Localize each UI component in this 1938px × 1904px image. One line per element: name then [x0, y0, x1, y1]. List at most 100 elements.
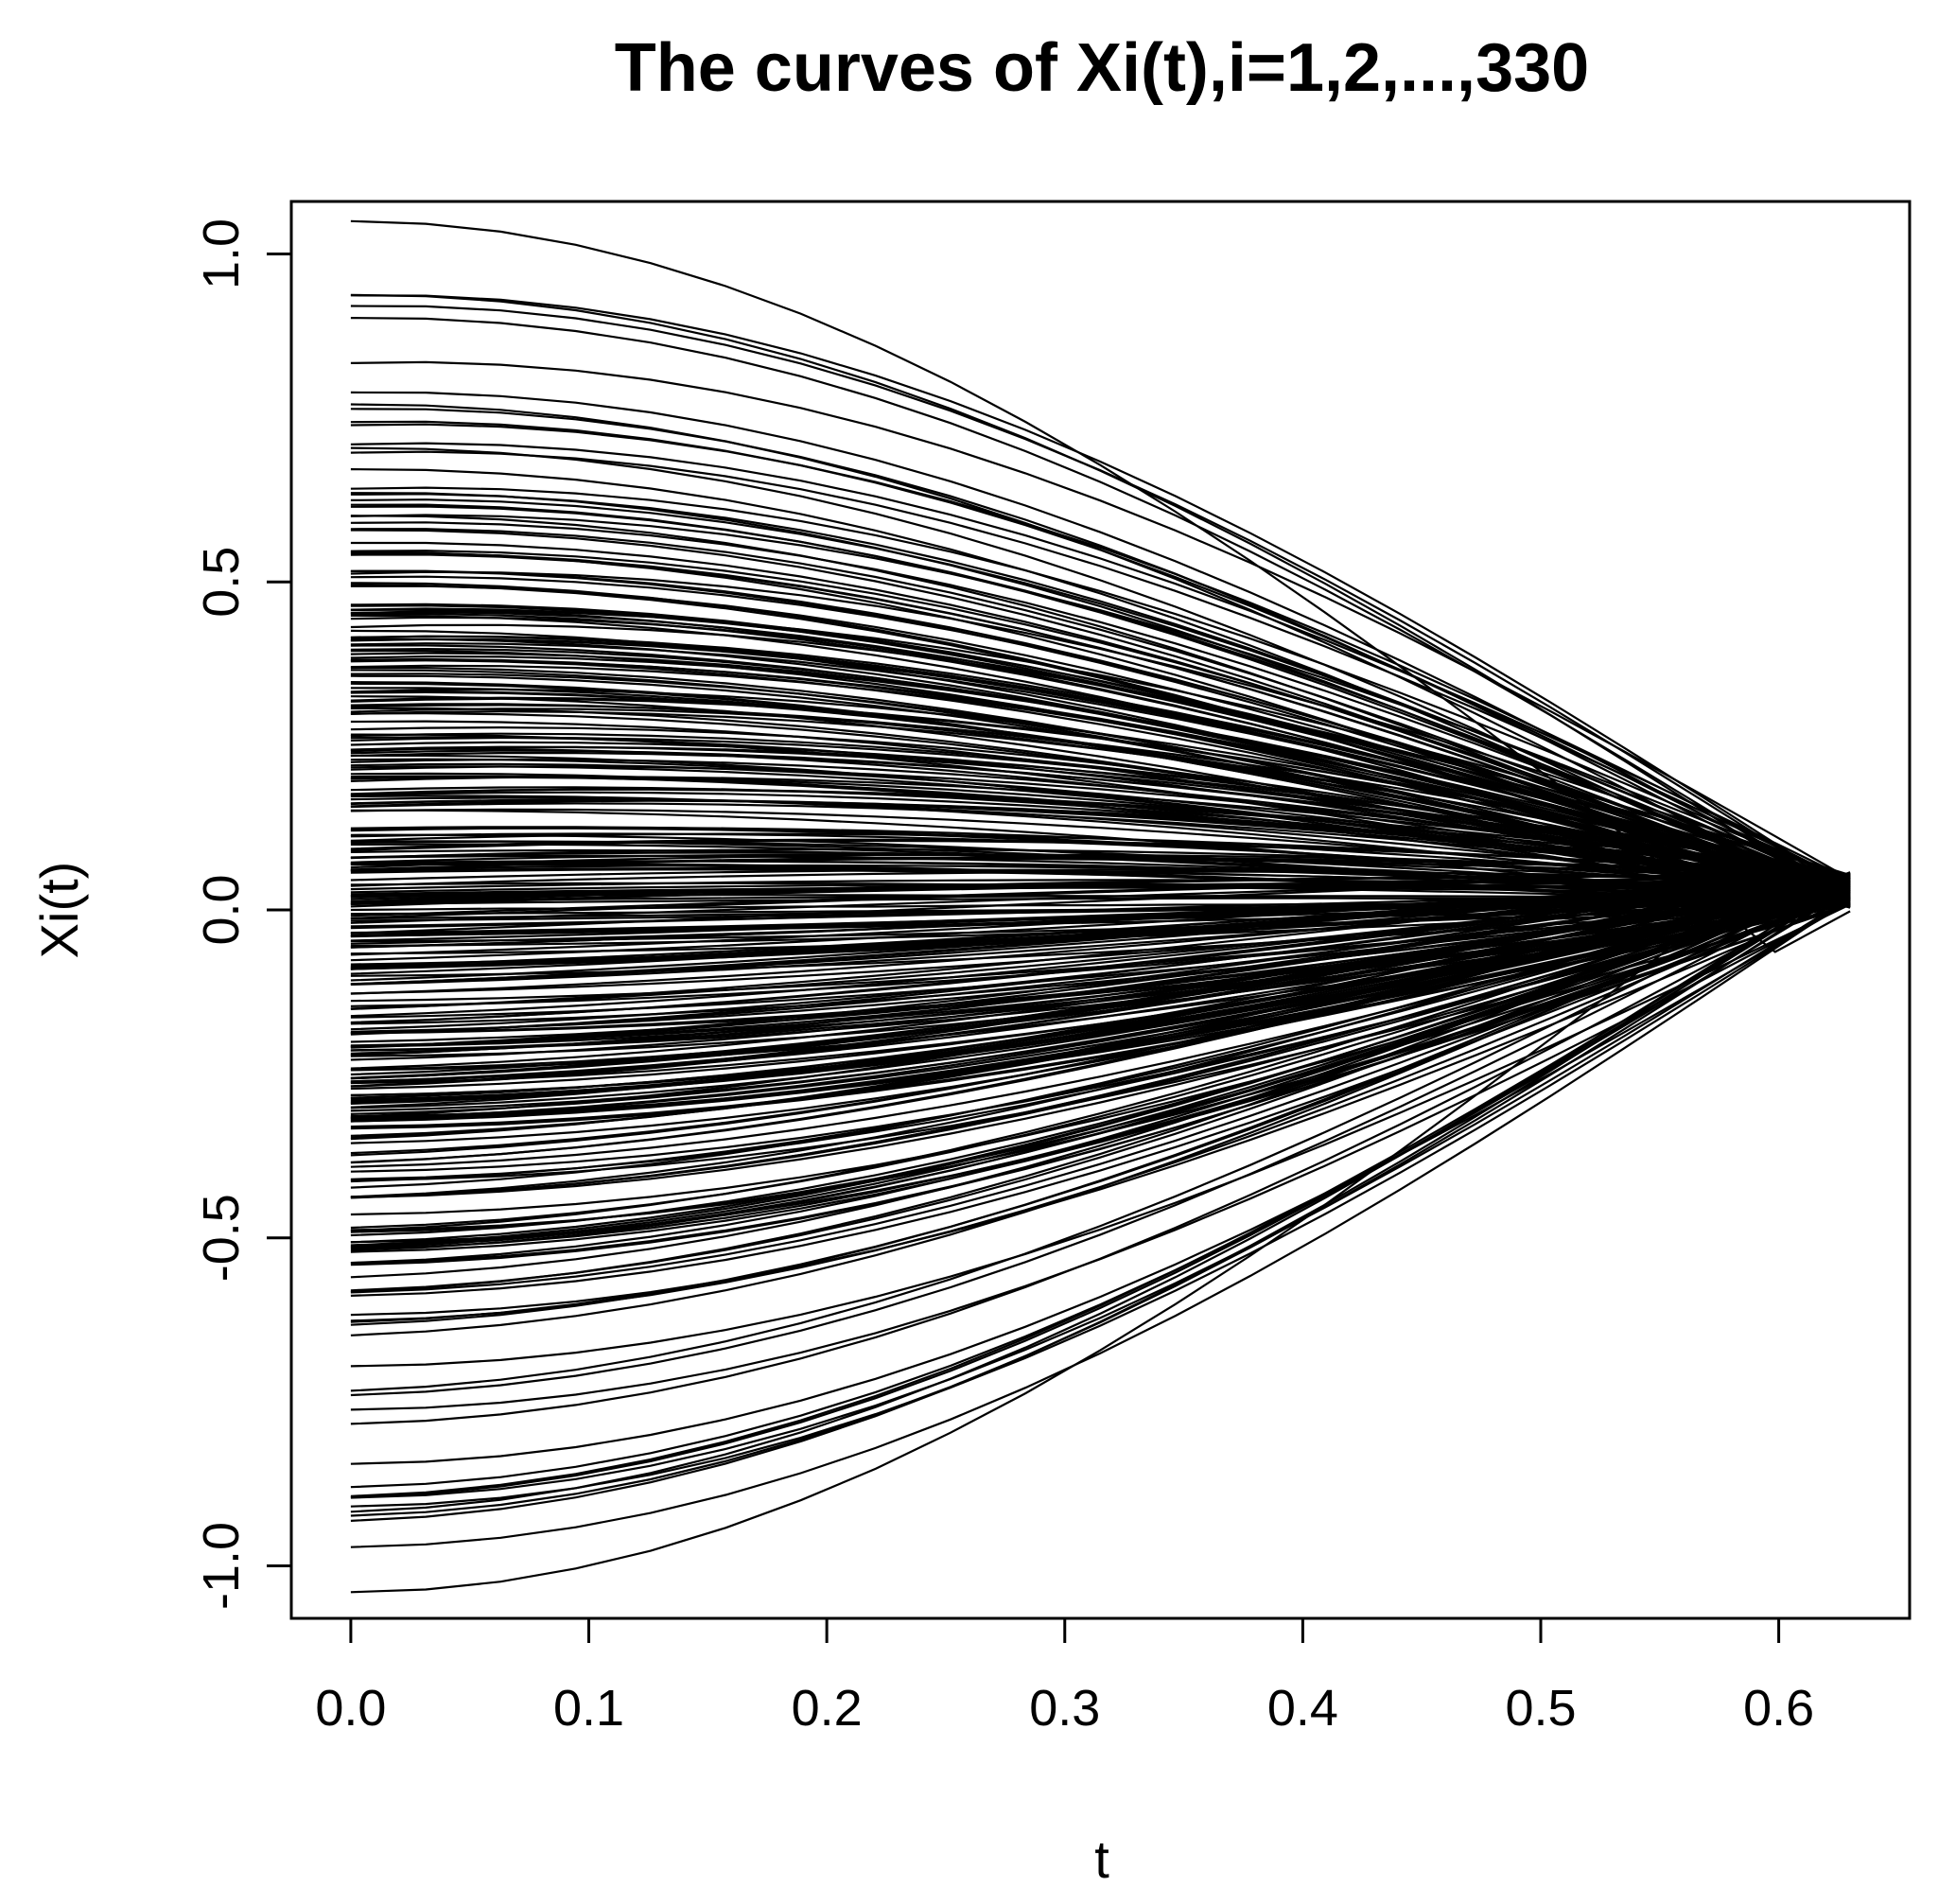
curve-line	[350, 890, 1851, 938]
curve-line	[350, 872, 1851, 1164]
curve-line	[350, 899, 1851, 1216]
curve-line	[350, 890, 1851, 930]
curve-line	[350, 894, 1851, 1253]
x-axis: 0.0 0.1 0.2 0.3 0.4 0.5 0.6	[315, 1616, 1814, 1737]
curve-line	[350, 868, 1851, 884]
curve-line	[350, 902, 1851, 1035]
curve-line	[350, 695, 1851, 909]
y-tick-label: 0.0	[193, 874, 250, 945]
curve-line	[350, 294, 1851, 893]
curve-line	[350, 890, 1851, 1297]
curve-line	[350, 872, 1851, 1141]
y-axis: -1.0 -0.5 0.0 0.5 1.0	[193, 218, 293, 1610]
x-tick-label: 0.5	[1505, 1680, 1576, 1737]
curve-line	[350, 649, 1851, 902]
x-tick-label: 0.4	[1267, 1680, 1338, 1737]
y-tick-label: -0.5	[193, 1194, 250, 1282]
curve-line	[350, 493, 1851, 891]
y-tick-label: 1.0	[193, 218, 250, 289]
curve-line	[350, 505, 1851, 893]
curve-line	[350, 867, 1851, 896]
curve-line	[350, 898, 1851, 1128]
curve-line	[350, 890, 1851, 1119]
curve-line	[350, 442, 1851, 881]
curve-line	[350, 881, 1851, 1497]
curve-line	[350, 669, 1851, 907]
curve-line	[350, 808, 1851, 895]
y-axis-label: Xi(t)	[29, 862, 89, 959]
curve-line	[350, 872, 1851, 1118]
curve-line	[350, 874, 1851, 1392]
x-tick-label: 0.3	[1029, 1680, 1100, 1737]
curve-line	[350, 886, 1851, 1099]
curve-line	[350, 550, 1851, 893]
x-tick-label: 0.2	[792, 1680, 863, 1737]
curve-line	[350, 899, 1851, 1120]
curve-line	[350, 486, 1851, 882]
chart-title: The curves of Xi(t),i=1,2,...,330	[615, 30, 1589, 106]
curve-line	[350, 765, 1851, 896]
curve-line	[350, 900, 1851, 922]
curve-line	[350, 896, 1851, 1499]
curve-line	[350, 901, 1851, 1411]
curve-line	[350, 882, 1851, 894]
curve-line	[350, 884, 1851, 1294]
curve-line	[350, 521, 1851, 892]
curve-line	[350, 896, 1851, 1173]
curve-line	[350, 688, 1851, 881]
curve-line	[350, 809, 1851, 908]
curve-line	[350, 528, 1851, 897]
curve-line	[350, 881, 1851, 903]
curve-line	[350, 874, 1851, 986]
curve-line	[350, 896, 1851, 1007]
data-curves	[350, 219, 1851, 1594]
curve-line	[350, 880, 1851, 1076]
curve-line	[350, 725, 1851, 885]
curve-line	[350, 898, 1851, 1317]
curve-line	[350, 897, 1851, 1233]
curve-line	[350, 569, 1851, 899]
curve-line	[350, 879, 1851, 1031]
curve-line	[350, 875, 1851, 919]
curve-line	[350, 853, 1851, 883]
curve-line	[350, 847, 1851, 881]
x-tick-label: 0.6	[1743, 1680, 1814, 1737]
curve-line	[350, 877, 1851, 1292]
x-axis-label: t	[1094, 1829, 1109, 1889]
curve-line	[350, 638, 1851, 903]
x-tick-label: 0.1	[553, 1680, 624, 1737]
curve-line	[350, 305, 1851, 895]
curve-line	[350, 875, 1851, 1232]
y-tick-label: 0.5	[193, 547, 250, 618]
curve-line	[350, 741, 1851, 883]
curve-line	[350, 838, 1851, 877]
curve-line	[350, 408, 1851, 899]
curve-line	[350, 882, 1851, 1499]
curve-line	[350, 736, 1851, 895]
curve-line	[350, 754, 1851, 905]
curve-line	[350, 772, 1851, 901]
curve-line	[350, 420, 1851, 891]
curve-line	[350, 604, 1851, 896]
curve-line	[350, 897, 1851, 937]
curve-line	[350, 882, 1851, 1397]
curve-line	[350, 893, 1851, 1199]
curve-line	[350, 903, 1851, 948]
curve-line	[350, 642, 1851, 887]
curve-line	[350, 541, 1851, 899]
curve-line	[350, 891, 1851, 1101]
curve-line	[350, 674, 1851, 903]
curve-line	[350, 798, 1851, 882]
curve-line	[350, 423, 1851, 884]
x-tick-label: 0.0	[315, 1680, 386, 1737]
curve-line	[350, 900, 1851, 1465]
curve-line	[350, 575, 1851, 894]
curve-line	[350, 899, 1851, 1508]
y-tick-label: -1.0	[193, 1522, 250, 1610]
curve-line	[350, 874, 1851, 1336]
curve-line	[350, 886, 1851, 1198]
curve-line	[350, 876, 1851, 1057]
curve-line	[350, 585, 1851, 899]
